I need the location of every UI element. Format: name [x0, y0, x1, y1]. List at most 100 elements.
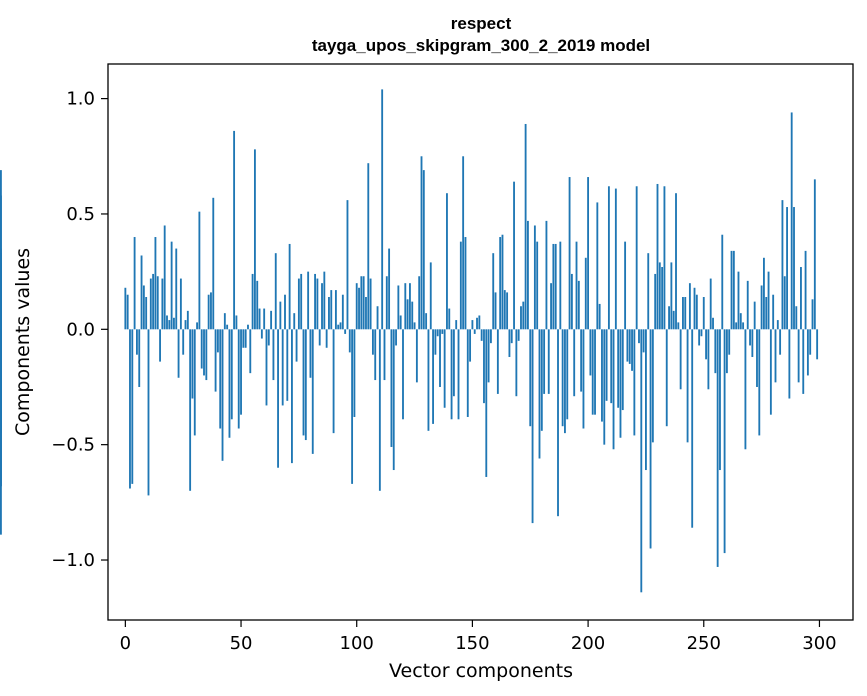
bar-55	[251, 273, 254, 330]
y-tick-label-1: −0.5	[51, 435, 95, 456]
bar-172	[522, 301, 525, 330]
bar-69	[284, 294, 286, 330]
bar-238	[675, 193, 677, 330]
bar-290	[795, 306, 798, 330]
bar-278	[767, 271, 770, 330]
bar-68	[281, 329, 284, 406]
bar-252	[707, 329, 710, 390]
x-tick-label-0: 0	[120, 633, 131, 654]
bar-201	[589, 329, 592, 376]
bar-152	[476, 317, 478, 330]
bar-212	[614, 188, 617, 330]
bar-89	[330, 290, 333, 330]
bar-211	[612, 329, 615, 450]
bar-242	[684, 297, 687, 330]
x-tick-label-300: 300	[802, 633, 836, 654]
bar-19	[168, 320, 171, 330]
bar-157	[487, 329, 490, 383]
bar-259	[723, 329, 726, 554]
bar-171	[520, 306, 522, 330]
bar-198	[582, 329, 585, 429]
bar-142	[452, 329, 455, 397]
bar-16	[161, 278, 164, 330]
bar-12	[152, 273, 155, 330]
bar-296	[809, 329, 812, 355]
bar-46	[230, 329, 233, 420]
bar-227	[649, 329, 652, 549]
bar-109	[376, 306, 379, 330]
x-tick-label-100: 100	[340, 633, 374, 654]
bar-140	[448, 308, 451, 330]
bar-218	[628, 329, 631, 364]
bar-129	[422, 170, 425, 330]
bar-158	[489, 329, 492, 344]
bar-221	[635, 186, 638, 330]
x-axis-label: Vector components	[389, 660, 573, 682]
bar-256	[716, 329, 719, 567]
bar-288	[790, 112, 793, 330]
bar-150	[471, 320, 474, 330]
bar-42	[221, 329, 224, 461]
bar-159	[492, 253, 495, 330]
bar-149	[469, 329, 472, 362]
bar-185	[552, 243, 555, 330]
bar-45	[228, 329, 231, 438]
bar-143	[455, 320, 458, 330]
x-tick-label-50: 50	[230, 633, 253, 654]
bar-undefined	[0, 170, 2, 330]
bar-237	[672, 310, 675, 330]
bar-113	[385, 276, 388, 330]
bar-230	[656, 183, 659, 330]
bar-280	[772, 294, 775, 330]
bar-7	[140, 255, 143, 330]
bar-32	[198, 211, 201, 330]
bar-101	[358, 287, 360, 330]
bar-249	[700, 329, 703, 337]
bar-124	[411, 301, 414, 330]
bar-199	[584, 257, 587, 330]
bar-65	[274, 253, 277, 330]
bar-80	[309, 329, 312, 378]
bar-112	[383, 329, 386, 381]
bar-25	[182, 329, 185, 355]
bars-layer	[0, 89, 819, 593]
bar-13	[154, 237, 157, 330]
bar-110	[378, 329, 381, 491]
bar-163	[501, 234, 504, 330]
bar-224	[642, 329, 645, 353]
bar-72	[291, 329, 293, 464]
bar-250	[702, 297, 705, 330]
bar-61	[265, 329, 268, 406]
bar-289	[793, 207, 795, 330]
bar-243	[686, 329, 689, 443]
bar-115	[390, 329, 393, 447]
bar-6	[138, 329, 141, 387]
bar-251	[705, 329, 708, 360]
bar-15	[159, 329, 161, 362]
bar-127	[418, 276, 421, 330]
bar-225	[645, 329, 647, 471]
bar-117	[395, 329, 397, 346]
bar-174	[527, 220, 529, 330]
bar-83	[316, 278, 319, 330]
bar-104	[365, 297, 367, 330]
bar-285	[783, 276, 786, 330]
bar-295	[806, 329, 809, 376]
bar-266	[739, 313, 742, 330]
bar-286	[786, 207, 788, 330]
bar-37	[210, 292, 212, 330]
bar-78	[304, 329, 307, 441]
bar-9	[145, 297, 148, 330]
bar-209	[607, 186, 610, 330]
bar-131	[427, 329, 430, 431]
bar-247	[695, 294, 698, 330]
bar-284	[781, 200, 784, 330]
bar-253	[709, 278, 712, 330]
bar-164	[503, 290, 506, 330]
bar-220	[633, 329, 636, 436]
bar-120	[402, 329, 404, 420]
bar-146	[462, 156, 465, 330]
bar-30	[193, 329, 196, 436]
bar-265	[737, 271, 740, 330]
